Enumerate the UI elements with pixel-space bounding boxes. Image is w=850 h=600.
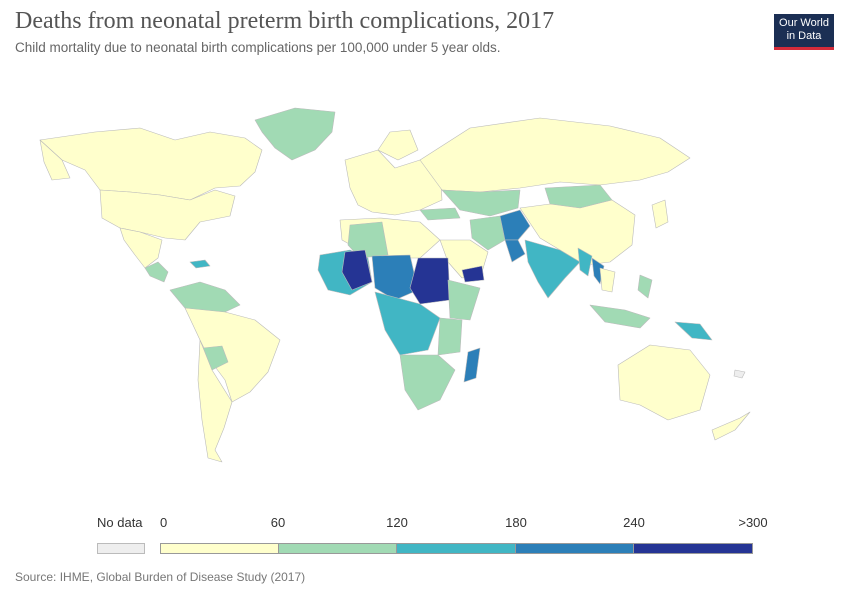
region-pakistan[interactable] [504,239,526,263]
region-greenland[interactable] [254,107,336,161]
region-central-africa[interactable] [374,291,441,356]
region-india[interactable] [524,239,581,299]
region-south-america-north[interactable] [169,281,241,313]
region-papua-new-guinea[interactable] [674,321,713,341]
owid-logo[interactable]: Our World in Data [774,14,834,50]
region-iran[interactable] [469,215,506,251]
region-central-america[interactable] [144,261,169,283]
region-madagascar[interactable] [463,347,481,383]
region-australia[interactable] [617,344,711,421]
region-no-data[interactable] [733,369,746,379]
world-map[interactable] [0,60,850,470]
region-southern-cone[interactable] [197,339,233,463]
legend-bin-240-300 [634,543,753,554]
chart-title: Deaths from neonatal preterm birth compl… [15,8,555,34]
region-horn-of-africa[interactable] [447,279,481,321]
region-scandinavia[interactable] [377,129,419,161]
region-china[interactable] [519,199,636,266]
region-turkey[interactable] [419,207,461,221]
region-afghanistan[interactable] [499,209,531,241]
region-southeast-asia[interactable] [599,267,616,293]
logo-line-1: Our World [779,17,829,29]
region-russia[interactable] [419,117,691,193]
legend-bin-0-60 [160,543,279,554]
region-mali[interactable] [341,249,373,291]
legend-bin-60-120 [279,543,397,554]
region-philippines[interactable] [637,274,653,299]
region-europe[interactable] [344,149,443,216]
legend-tick-0: 0 [160,515,168,530]
region-caribbean[interactable] [189,259,211,269]
region-mexico[interactable] [119,227,163,269]
region-usa[interactable] [99,189,236,241]
legend-tick-120: 120 [386,515,408,530]
chart-subtitle: Child mortality due to neonatal birth co… [15,40,501,55]
logo-line-2: in Data [786,30,822,42]
region-new-zealand[interactable] [711,411,751,441]
region-myanmar[interactable] [577,247,593,277]
legend-tick-180: 180 [505,515,527,530]
region-alaska[interactable] [39,139,71,181]
region-indonesia[interactable] [589,304,651,329]
region-niger-chad[interactable] [371,254,419,301]
legend-no-data-label: No data [97,515,143,530]
region-southern-africa[interactable] [399,354,456,411]
legend-tick-300-plus: >300 [738,515,768,530]
region-japan[interactable] [651,199,669,229]
region-yemen[interactable] [461,265,485,283]
source-note[interactable]: Source: IHME, Global Burden of Disease S… [15,570,306,584]
region-canada[interactable] [39,127,263,201]
legend-no-data-swatch [97,543,145,554]
legend-tick-240: 240 [623,515,645,530]
region-east-africa[interactable] [437,317,463,356]
legend-tick-60: 60 [270,515,286,530]
legend-bin-180-240 [516,543,634,554]
region-kazakhstan[interactable] [441,189,521,217]
legend-bin-120-180 [397,543,516,554]
region-sudan[interactable] [409,257,451,305]
